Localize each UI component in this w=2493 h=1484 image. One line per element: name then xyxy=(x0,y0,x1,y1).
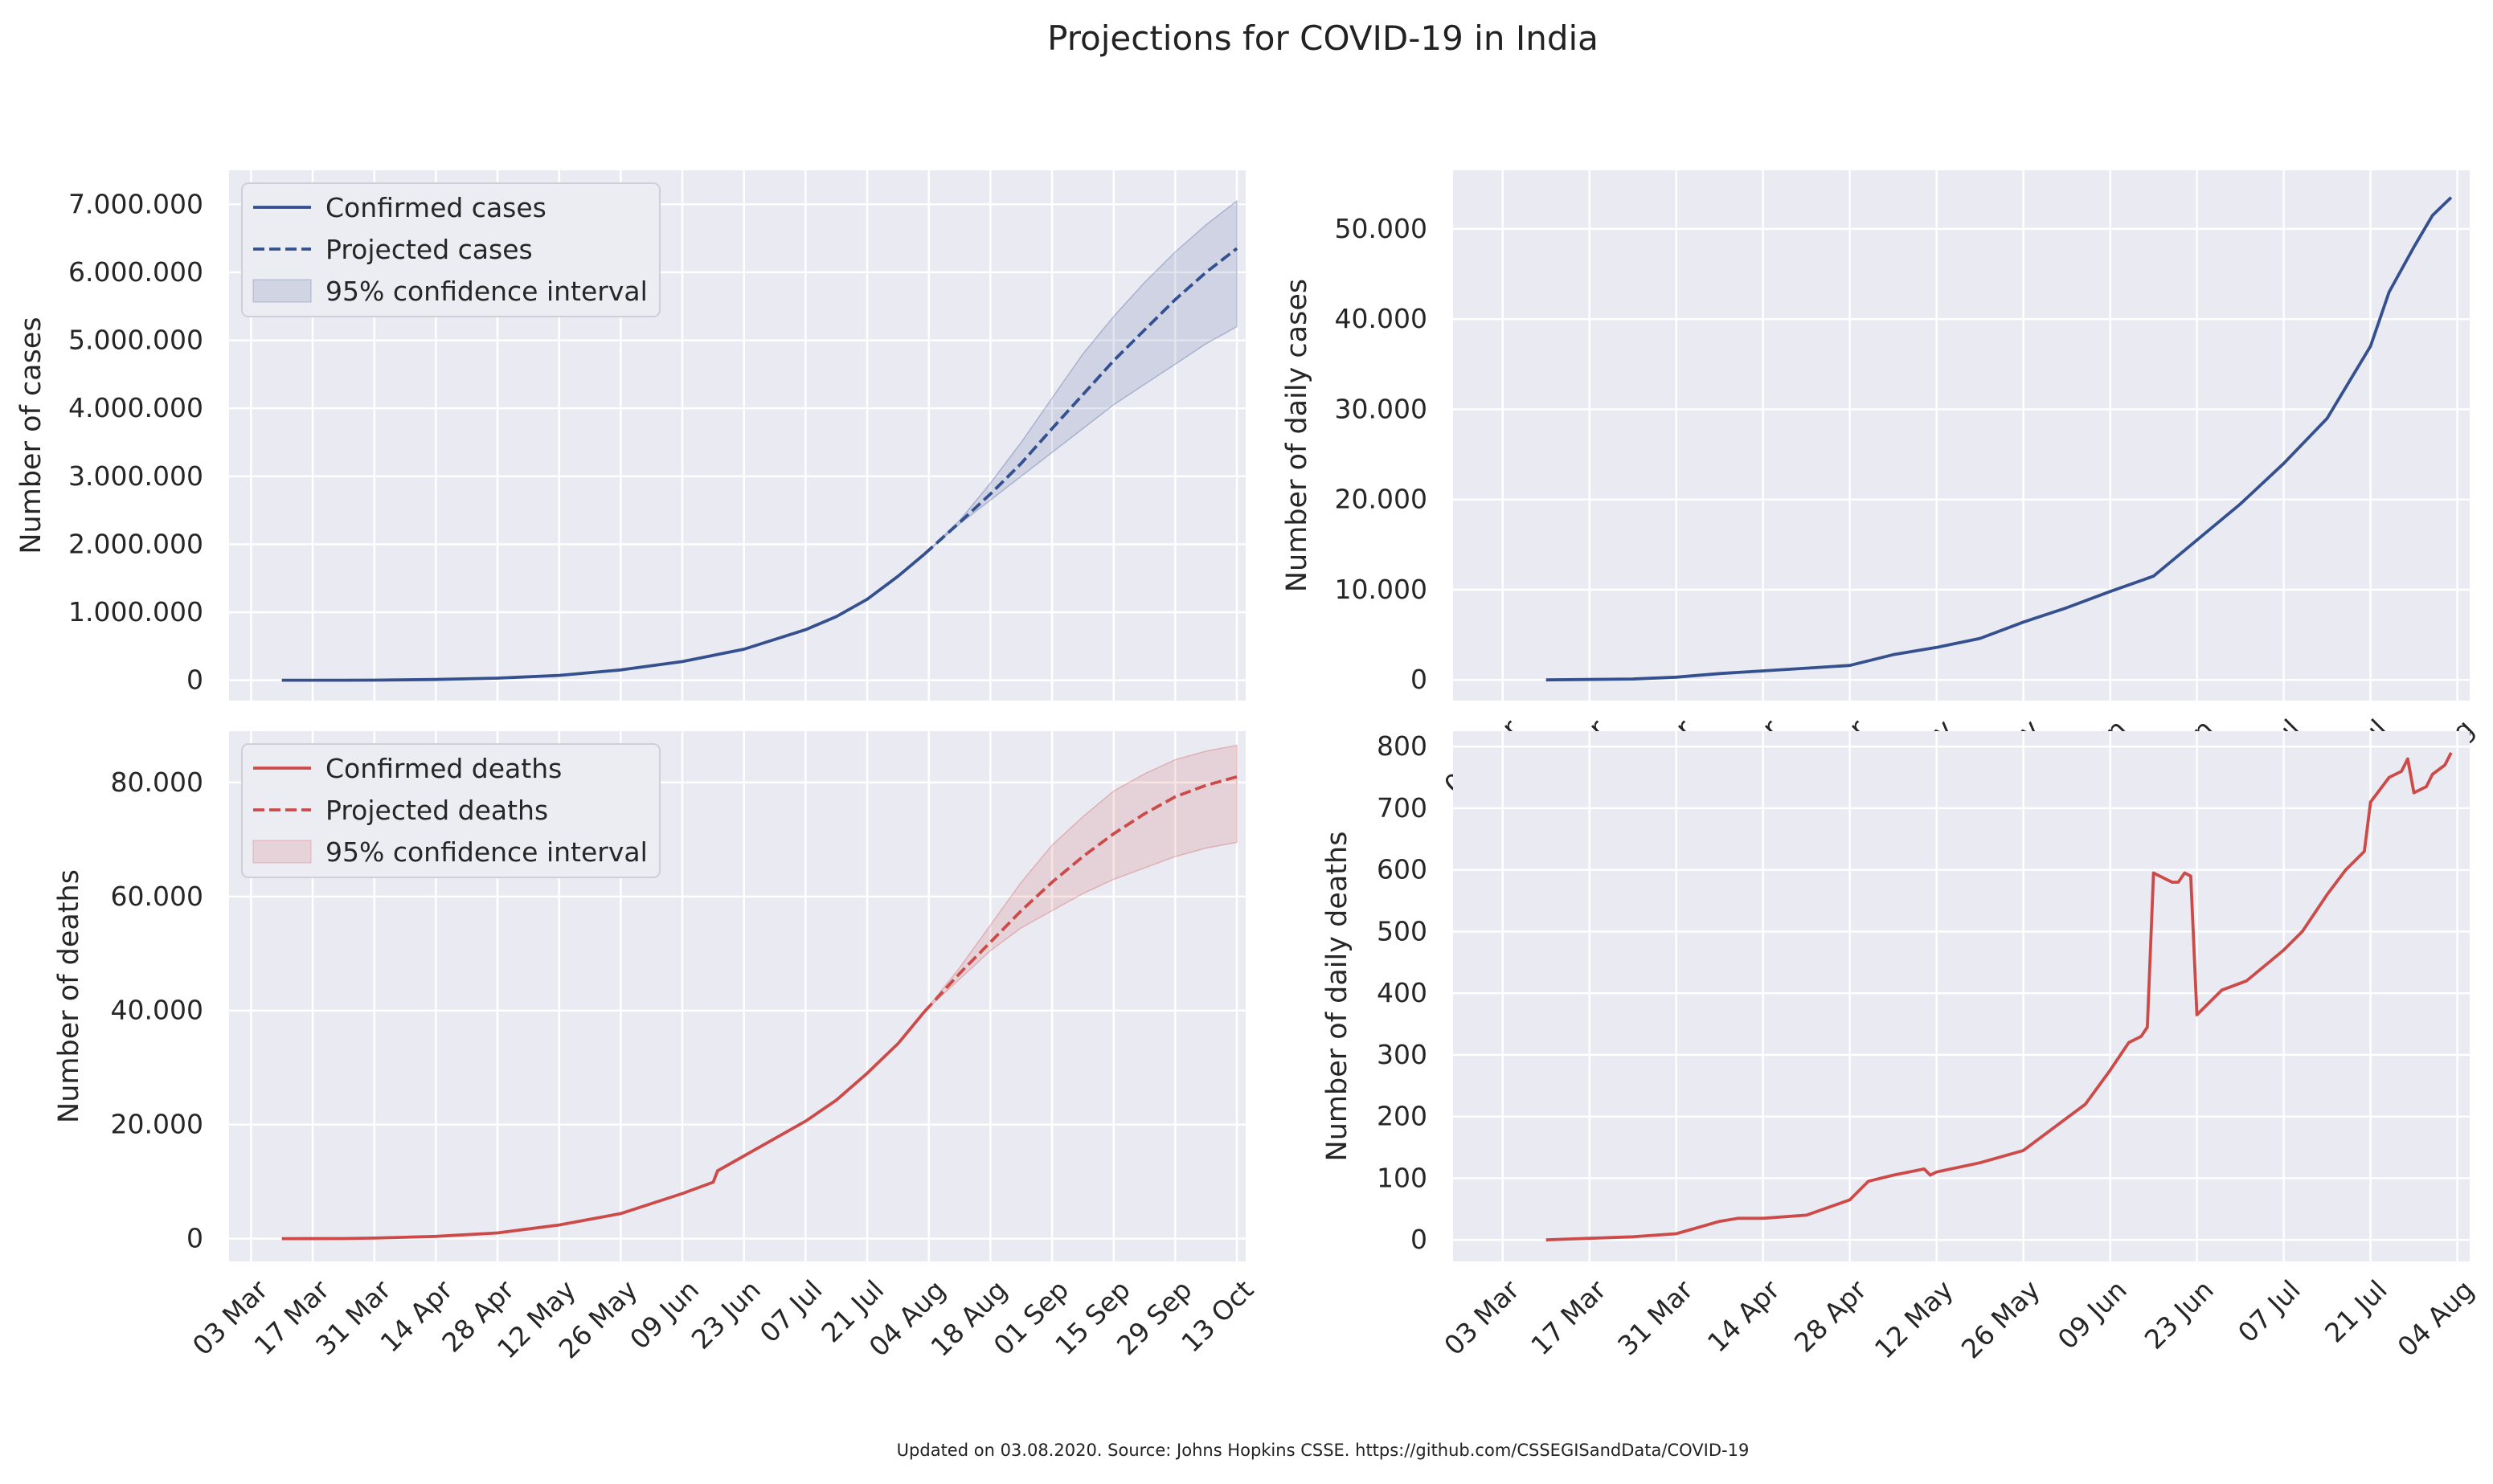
deaths-cumulative-legend-label: 95% confidence interval xyxy=(325,836,648,868)
deaths-cumulative-y-tick-label: 80.000 xyxy=(111,767,203,798)
deaths-daily-y-tick-label: 300 xyxy=(1377,1039,1427,1070)
deaths-daily-gridlines xyxy=(1453,731,2470,1261)
deaths-daily-y-tick-label: 200 xyxy=(1377,1101,1427,1132)
cases-cumulative-legend-label: Projected cases xyxy=(325,234,533,265)
deaths-cumulative-legend-band-swatch xyxy=(252,840,312,864)
cases-daily-y-tick-label: 20.000 xyxy=(1335,484,1427,515)
cases-cumulative-y-tick-label: 0 xyxy=(186,664,203,696)
cases-daily-y-tick-label: 0 xyxy=(1410,664,1427,695)
cases-cumulative-y-axis-label: Number of cases xyxy=(15,317,47,554)
cases-cumulative-legend-label: 95% confidence interval xyxy=(325,276,648,307)
deaths-daily-y-axis-label: Number of daily deaths xyxy=(1321,832,1353,1162)
deaths-cumulative-projected-line xyxy=(923,775,1238,1013)
figure-title: Projections for COVID-19 in India xyxy=(1047,18,1599,58)
cases-daily-plot-area xyxy=(1453,170,2470,701)
deaths-cumulative-y-tick-label: 60.000 xyxy=(111,881,203,912)
cases-daily-y-axis-label: Number of daily cases xyxy=(1281,279,1313,592)
cases-daily-confirmed-line xyxy=(1545,196,2453,682)
cases-daily-gridlines xyxy=(1453,170,2470,701)
deaths-daily-y-tick-label: 100 xyxy=(1377,1162,1427,1193)
cases-cumulative-panel: 0 1.000.000 2.000.000 3.000.000 4.000.000 5.0… xyxy=(15,170,1246,701)
deaths-cumulative-y-tick-label: 40.000 xyxy=(111,995,203,1026)
deaths-cumulative-legend-label: Confirmed deaths xyxy=(325,753,562,784)
cases-daily-y-tick-label: 30.000 xyxy=(1335,393,1427,424)
deaths-cumulative-y-tick-label: 20.000 xyxy=(111,1109,203,1140)
deaths-cumulative-confidence-band xyxy=(923,744,1238,1012)
deaths-cumulative-confirmed-line xyxy=(281,1010,926,1241)
cases-daily-y-tick-label: 40.000 xyxy=(1335,303,1427,334)
cases-cumulative-legend-label: Confirmed cases xyxy=(325,192,546,223)
cases-cumulative-legend-box xyxy=(241,182,661,317)
cases-cumulative-y-tick-label: 1.000.000 xyxy=(68,596,203,628)
deaths-daily-y-tick-label: 600 xyxy=(1377,854,1427,885)
deaths-daily-plot-area xyxy=(1453,731,2470,1261)
deaths-daily-y-tick-label: 400 xyxy=(1377,977,1427,1008)
cases-daily-y-tick-label: 10.000 xyxy=(1335,574,1427,605)
cases-cumulative-y-tick-label: 6.000.000 xyxy=(68,256,203,288)
cases-daily-y-tick-label: 50.000 xyxy=(1335,213,1427,244)
cases-cumulative-gridlines xyxy=(229,170,1246,701)
cases-cumulative-y-tick-label: 4.000.000 xyxy=(68,392,203,423)
deaths-cumulative-y-axis-label: Number of deaths xyxy=(53,869,85,1123)
cases-cumulative-confirmed-line xyxy=(281,553,926,682)
cases-cumulative-y-tick-label: 2.000.000 xyxy=(68,528,203,559)
deaths-daily-y-tick-label: 0 xyxy=(1410,1224,1427,1255)
deaths-daily-y-tick-label: 800 xyxy=(1377,730,1427,762)
cases-cumulative-y-tick-label: 5.000.000 xyxy=(68,325,203,356)
figure-footer-note: Updated on 03.08.2020. Source: Johns Hop… xyxy=(897,1441,1750,1460)
deaths-daily-y-tick-label: 700 xyxy=(1377,792,1427,824)
deaths-cumulative-legend-label: Projected deaths xyxy=(325,795,548,826)
cases-cumulative-y-tick-label: 3.000.000 xyxy=(68,460,203,492)
deaths-daily-confirmed-line xyxy=(1545,752,2453,1241)
cases-cumulative-projected-line xyxy=(923,247,1238,556)
cases-cumulative-legend-band-swatch xyxy=(252,279,312,303)
cases-cumulative-confidence-band xyxy=(923,199,1238,555)
deaths-cumulative-legend-box xyxy=(241,743,661,878)
deaths-cumulative-y-tick-label: 0 xyxy=(186,1223,203,1254)
deaths-daily-y-tick-label: 500 xyxy=(1377,915,1427,946)
cases-cumulative-y-tick-label: 7.000.000 xyxy=(68,188,203,219)
